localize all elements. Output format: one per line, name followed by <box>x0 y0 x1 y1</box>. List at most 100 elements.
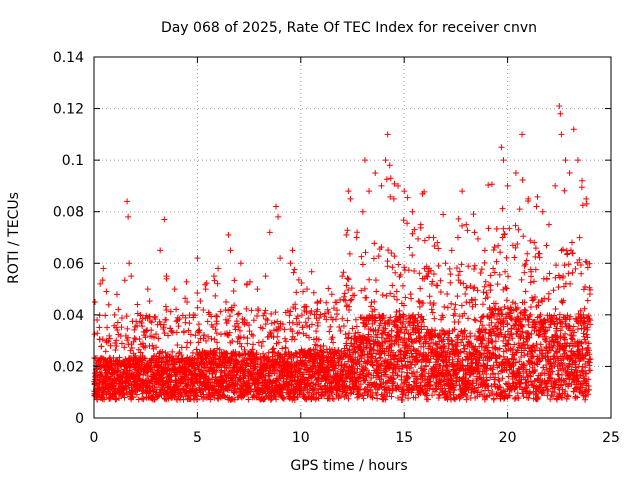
data-point <box>543 242 550 249</box>
data-point <box>176 316 183 323</box>
data-point <box>244 391 251 398</box>
data-point <box>113 396 120 403</box>
data-point <box>194 255 201 262</box>
data-point <box>455 318 462 325</box>
data-point <box>494 281 501 288</box>
data-point <box>106 335 113 342</box>
data-point <box>492 300 499 307</box>
data-point <box>414 376 421 383</box>
data-point <box>549 368 556 375</box>
data-point <box>291 266 298 273</box>
data-point <box>428 306 435 313</box>
data-point <box>558 131 565 138</box>
data-point <box>514 347 521 354</box>
data-point <box>488 339 495 346</box>
data-point <box>321 313 328 320</box>
data-point <box>94 330 101 337</box>
data-point <box>339 273 346 280</box>
data-point <box>384 258 391 265</box>
data-point <box>460 342 467 349</box>
data-point <box>376 322 383 329</box>
data-point <box>444 376 451 383</box>
data-point <box>530 342 537 349</box>
data-point <box>234 381 241 388</box>
data-point <box>545 387 552 394</box>
data-point <box>506 392 513 399</box>
data-point <box>482 278 489 285</box>
data-point <box>142 334 149 341</box>
data-point <box>501 303 508 310</box>
data-point <box>485 182 492 189</box>
data-point <box>123 386 130 393</box>
data-point <box>264 317 271 324</box>
data-point <box>310 289 317 296</box>
data-point <box>384 131 391 138</box>
data-point <box>282 345 289 352</box>
data-point <box>512 244 519 251</box>
data-point <box>498 390 505 397</box>
data-point <box>430 300 437 307</box>
data-point <box>250 317 257 324</box>
data-point <box>409 208 416 215</box>
data-point <box>226 329 233 336</box>
data-point <box>536 376 543 383</box>
data-point <box>501 231 508 238</box>
data-point <box>469 303 476 310</box>
data-point <box>414 357 421 364</box>
data-point <box>397 271 404 278</box>
data-point <box>421 366 428 373</box>
data-point <box>178 352 185 359</box>
data-point <box>167 308 174 315</box>
data-point <box>488 181 495 188</box>
data-point <box>539 298 546 305</box>
data-point <box>95 382 102 389</box>
data-point <box>246 328 253 335</box>
data-point <box>558 247 565 254</box>
data-point <box>475 235 482 242</box>
data-point <box>191 312 198 319</box>
data-point <box>317 297 324 304</box>
data-point <box>459 222 466 229</box>
data-point <box>523 257 530 264</box>
data-point <box>203 337 210 344</box>
data-point <box>382 325 389 332</box>
data-point <box>371 306 378 313</box>
data-point <box>371 240 378 247</box>
data-point <box>414 369 421 376</box>
data-point <box>535 299 542 306</box>
data-point <box>511 322 518 329</box>
data-point <box>354 365 361 372</box>
data-point <box>420 343 427 350</box>
data-point <box>501 388 508 395</box>
data-point <box>383 292 390 299</box>
data-point <box>316 314 323 321</box>
data-point <box>308 321 315 328</box>
data-point <box>436 392 443 399</box>
data-point <box>315 395 322 402</box>
data-point <box>532 319 539 326</box>
data-point <box>438 377 445 384</box>
data-point <box>570 126 577 133</box>
data-point <box>124 334 131 341</box>
data-point <box>313 328 320 335</box>
data-point <box>511 254 518 261</box>
data-point <box>259 338 266 345</box>
data-point <box>512 300 519 307</box>
data-point <box>426 343 433 350</box>
data-point <box>225 332 232 339</box>
data-point <box>487 272 494 279</box>
data-point <box>277 255 284 262</box>
data-point <box>234 311 241 318</box>
data-point <box>327 323 334 330</box>
data-point <box>163 316 170 323</box>
data-point <box>464 227 471 234</box>
data-point <box>348 296 355 303</box>
data-point <box>440 343 447 350</box>
data-point <box>478 388 485 395</box>
data-point <box>294 313 301 320</box>
data-point <box>127 347 134 354</box>
data-point <box>340 323 347 330</box>
data-point <box>392 269 399 276</box>
data-point <box>510 380 517 387</box>
